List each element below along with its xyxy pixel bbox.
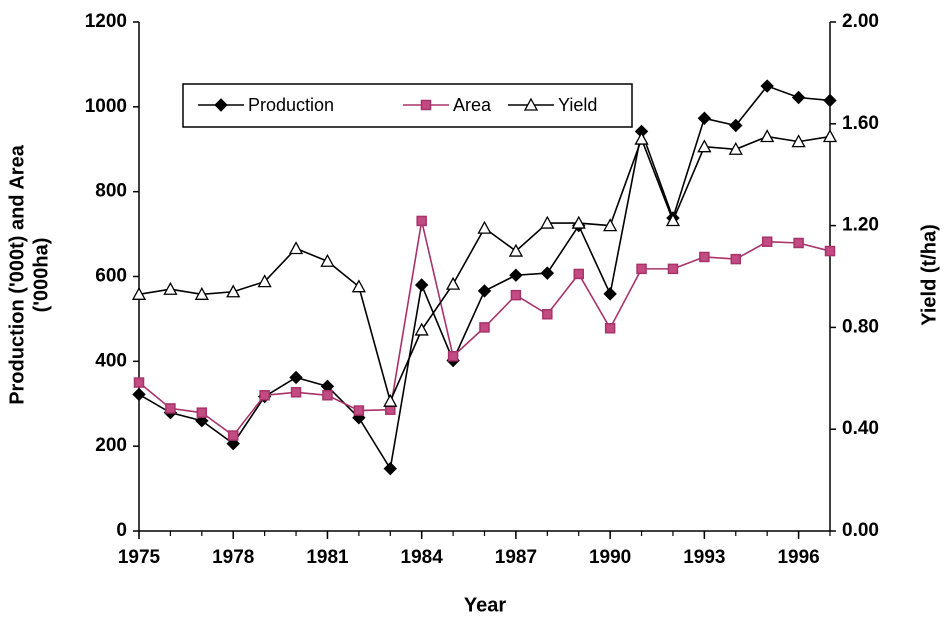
data-point [573,268,584,280]
data-point [445,276,461,290]
data-point [760,79,774,93]
data-point [540,215,555,229]
x-tick-label: 1984 [401,547,444,568]
data-point [414,278,429,292]
data-point [822,129,838,143]
data-point [697,139,712,153]
y-axis-label: Production ('000t) and Area [6,144,28,404]
data-point [322,390,333,401]
x-tick-label: 1981 [306,547,349,568]
data-point [699,251,710,263]
data-point [571,215,586,229]
y2-tick-label: 0.00 [842,520,879,541]
data-point [320,253,335,267]
y-tick-label: 0 [116,520,127,541]
data-point [665,213,681,227]
data-point [447,350,459,362]
series-line [138,85,831,471]
data-point [540,266,555,280]
data-point [479,322,490,333]
y2-tick-label: 1.60 [842,113,879,134]
data-point [791,134,806,148]
y2-tick-label: 0.40 [842,418,879,439]
y2-tick-label: 1.20 [842,215,879,236]
data-point [259,390,270,401]
data-point [196,407,208,418]
x-tick-label: 1990 [589,547,631,568]
data-point [163,281,178,295]
legend-marker [214,98,228,112]
data-point [791,90,806,105]
data-point [824,245,836,257]
data-point [226,284,241,298]
data-point [730,253,742,265]
y2-tick-label: 2.00 [842,11,879,32]
series-line [138,135,831,404]
data-point [697,111,712,125]
data-point [760,129,775,143]
data-point [132,387,146,402]
data-point [383,461,397,476]
data-point [477,220,492,234]
x-tick-label: 1996 [777,547,819,568]
data-point [728,141,743,155]
data-point [636,263,647,275]
data-point [133,377,145,388]
data-point [383,393,398,407]
data-point [257,274,272,288]
data-point [793,237,804,249]
legend-label: Production [248,95,334,115]
y2-axis-label: Yield (t/ha) [918,224,940,325]
data-point [290,387,302,398]
data-point [414,322,429,336]
x-tick-label: 1978 [212,547,254,568]
x-tick-label: 1993 [683,547,725,568]
data-point [416,215,427,227]
data-point [542,309,553,320]
x-tick-label: 1987 [495,547,537,568]
data-point [729,118,743,133]
legend-marker [523,97,539,111]
y-tick-label: 400 [95,350,127,371]
data-point [477,284,492,298]
y2-tick-label: 0.80 [842,316,879,337]
data-point [289,370,303,385]
data-point [509,268,523,282]
legend-label: Yield [558,95,597,115]
y-axis-label: ('000ha) [30,238,52,313]
data-point [508,243,524,257]
data-point [227,430,239,441]
data-point [823,93,837,108]
data-point [603,287,617,301]
data-point [353,405,365,416]
data-point [351,279,366,293]
y-tick-label: 1200 [85,11,127,32]
x-tick-label: 1975 [118,547,161,568]
data-point [634,131,649,145]
data-point [667,263,679,275]
data-point [761,236,773,247]
data-point [131,286,147,300]
legend-label: Area [453,95,492,115]
data-point [288,241,304,255]
data-point [194,286,209,300]
data-point [510,289,522,301]
y-tick-label: 200 [95,435,127,456]
y-tick-label: 1000 [85,96,127,117]
y-tick-label: 800 [95,181,127,202]
legend-marker [420,99,432,111]
y-tick-label: 600 [95,266,127,287]
x-axis-label: Year [464,594,506,616]
data-point [165,403,176,414]
data-point [604,322,616,334]
data-point [603,218,618,232]
